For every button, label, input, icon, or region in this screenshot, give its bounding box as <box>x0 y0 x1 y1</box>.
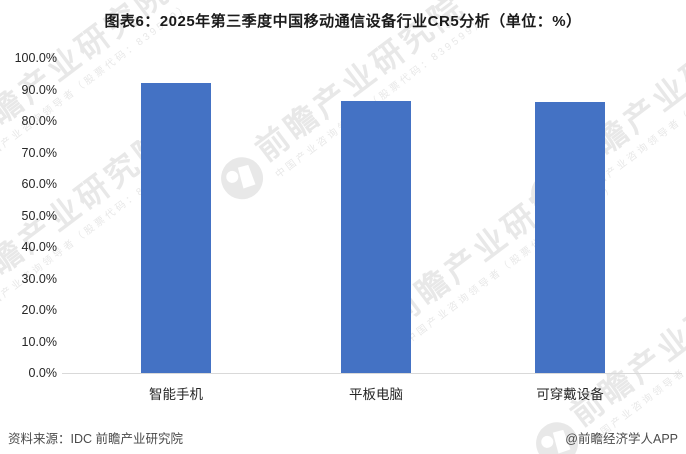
x-category-label: 智能手机 <box>149 387 203 402</box>
qianzhan-logo-icon <box>220 156 263 199</box>
y-tick-label: 10.0% <box>21 334 57 349</box>
footer: 资料来源：IDC 前瞻产业研究院 @前瞻经济学人APP <box>8 428 678 447</box>
y-tick-label: 0.0% <box>28 366 58 380</box>
y-tick-label: 50.0% <box>21 208 57 223</box>
x-axis-line <box>62 373 682 374</box>
y-tick-label: 40.0% <box>21 240 57 254</box>
credit-note: @前瞻经济学人APP <box>565 432 678 446</box>
y-tick-label: 80.0% <box>21 114 57 128</box>
bar-可穿戴设备 <box>535 102 605 373</box>
chart-title: 图表6：2025年第三季度中国移动通信设备行业CR5分析（单位：%） <box>104 13 582 30</box>
y-tick-label: 90.0% <box>21 82 57 97</box>
y-tick-label: 100.0% <box>14 51 57 65</box>
source-note: 资料来源：IDC 前瞻产业研究院 <box>8 432 184 446</box>
x-category-label: 可穿戴设备 <box>536 387 604 402</box>
bar-平板电脑 <box>341 101 411 373</box>
bar-智能手机 <box>141 83 211 373</box>
y-tick-label: 30.0% <box>21 271 57 286</box>
y-tick-label: 20.0% <box>21 303 57 317</box>
y-tick-label: 70.0% <box>21 145 57 160</box>
x-category-label: 平板电脑 <box>349 387 403 402</box>
y-tick-label: 60.0% <box>21 177 57 191</box>
